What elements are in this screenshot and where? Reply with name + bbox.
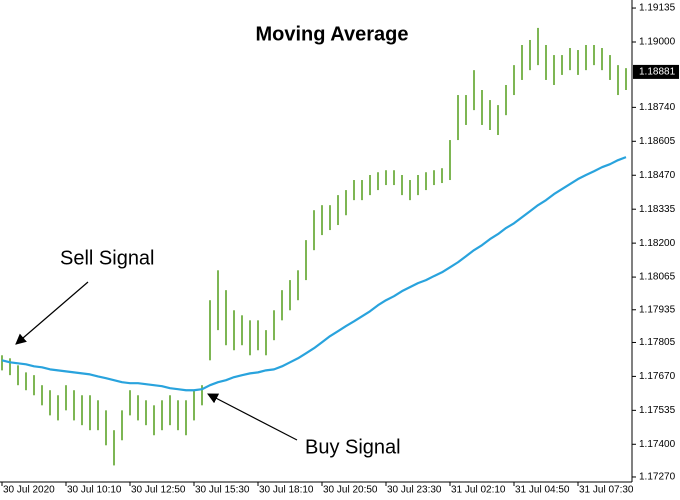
y-tick-label: 1.18605 bbox=[639, 136, 676, 147]
y-tick-label: 1.19000 bbox=[639, 37, 676, 48]
annotation-arrow bbox=[207, 393, 298, 441]
y-tick-label: 1.18470 bbox=[639, 170, 676, 181]
y-tick-label: 1.18200 bbox=[639, 238, 676, 249]
x-tick-label: 30 Jul 15:30 bbox=[195, 485, 250, 496]
y-tick-label: 1.17270 bbox=[639, 472, 676, 483]
y-tick-label: 1.17535 bbox=[639, 405, 676, 416]
x-tick-label: 30 Jul 20:50 bbox=[323, 485, 378, 496]
annotation: Buy Signal bbox=[305, 436, 401, 458]
y-tick-label: 1.18065 bbox=[639, 272, 676, 283]
moving-average-line bbox=[1, 156, 627, 392]
y-tick-label: 1.17670 bbox=[639, 371, 676, 382]
x-tick-label: 31 Jul 02:10 bbox=[451, 485, 506, 496]
y-tick-label: 1.18740 bbox=[639, 102, 676, 113]
x-tick-label: 31 Jul 04:50 bbox=[515, 485, 570, 496]
x-tick-label: 30 Jul 2020 bbox=[3, 485, 55, 496]
x-tick-label: 30 Jul 10:10 bbox=[67, 485, 122, 496]
y-tick-label: 1.17805 bbox=[639, 337, 676, 348]
y-tick-label: 1.19135 bbox=[639, 3, 676, 14]
annotation-arrow bbox=[15, 281, 89, 345]
x-tick-label: 30 Jul 18:10 bbox=[259, 485, 314, 496]
y-tick-label: 1.18335 bbox=[639, 204, 676, 215]
current-price-label: 1.18881 bbox=[639, 67, 676, 78]
annotation: Sell Signal bbox=[60, 247, 155, 269]
chart-title: Moving Average bbox=[256, 23, 409, 45]
x-tick-label: 30 Jul 12:50 bbox=[131, 485, 186, 496]
y-tick-label: 1.17935 bbox=[639, 304, 676, 315]
y-tick-label: 1.17400 bbox=[639, 439, 676, 450]
x-tick-label: 30 Jul 23:30 bbox=[387, 485, 442, 496]
x-tick-label: 31 Jul 07:30 bbox=[579, 485, 634, 496]
current-price-box bbox=[633, 64, 679, 79]
